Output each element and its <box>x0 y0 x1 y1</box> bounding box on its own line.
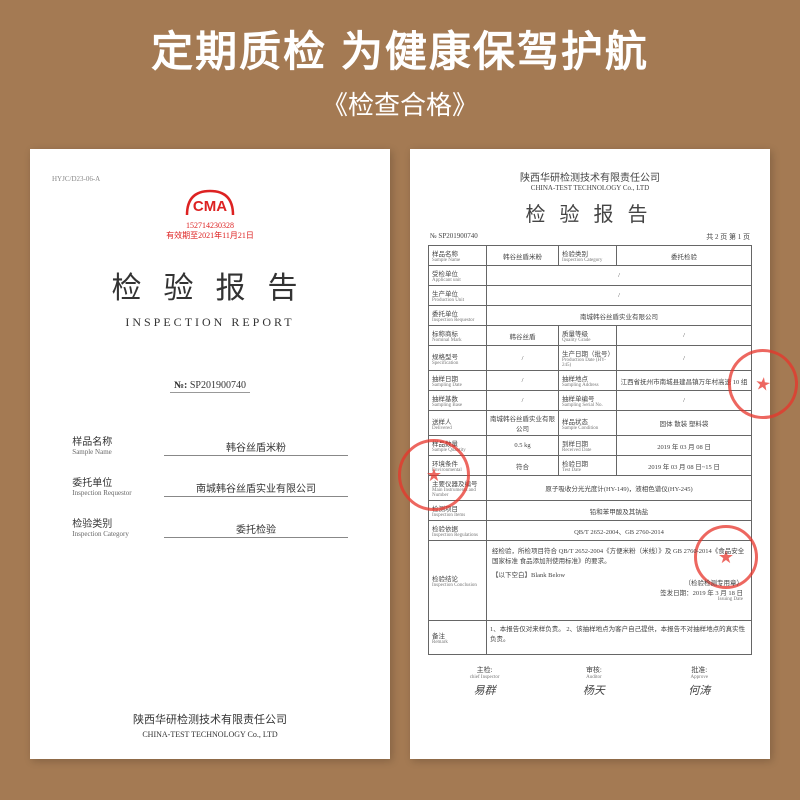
conclusion-label: 检验结论 Inspection Conclusion <box>429 541 487 621</box>
no-value: SP201900740 <box>190 380 246 391</box>
detail-no: № SP201900740 <box>430 232 478 242</box>
report-detail: 陕西华研检测技术有限责任公司 CHINA-TEST TECHNOLOGY Co.… <box>410 149 770 759</box>
detail-title: 检验报告 <box>428 198 752 227</box>
sample-row: 委托单位Inspection Requestor南城韩谷丝盾实业有限公司 <box>72 474 347 497</box>
table-row: 规格型号Specification/生产日期（批号）Production Dat… <box>429 346 752 371</box>
company-cn: 陕西华研检测技术有限责任公司 <box>428 169 752 184</box>
stamp-icon <box>398 439 470 511</box>
cma-logo: CMA <box>185 187 235 219</box>
report-number: №: SP201900740 <box>170 380 250 393</box>
table-row: 标称商标Nominal Mark韩谷丝盾质量等级Quality Grade/ <box>429 326 752 346</box>
table-row: 检测项目Inspection Items铅和苯甲酸及其钠盐 <box>429 501 752 521</box>
table-row: 抽样日期Sampling Date/抽样地点Sampling Address江西… <box>429 371 752 391</box>
table-row: 主要仪器及编号Main Instruments and Number原子吸收分光… <box>429 476 752 501</box>
table-row: 环境条件Environmental符合检验日期Test Date2019 年 0… <box>429 456 752 476</box>
table-row: 样品数量Sample Quantity0.5 kg到样日期Received Da… <box>429 436 752 456</box>
report-title-cn: 检验报告 <box>101 263 320 307</box>
detail-table: 样品名称Sample Name韩谷丝盾米粉检验类别Inspection Cate… <box>428 245 752 655</box>
sample-row: 样品名称Sample Name韩谷丝盾米粉 <box>72 433 347 456</box>
svg-text:CMA: CMA <box>193 198 227 215</box>
documents-row: HYJC/D23-06-A CMA 152714230328 有效期至2021年… <box>0 134 800 789</box>
table-row: 受检单位Applicant unit/ <box>429 266 752 286</box>
detail-header: 陕西华研检测技术有限责任公司 CHINA-TEST TECHNOLOGY Co.… <box>428 169 752 227</box>
signature: 批准:Approve何涛 <box>688 665 710 698</box>
detail-subhead: № SP201900740 共 2 页 第 1 页 <box>430 232 750 242</box>
no-label: №: <box>174 380 187 391</box>
table-row: 生产单位Production Unit/ <box>429 286 752 306</box>
header-main: 定期质检 为健康保驾护航 <box>0 18 800 79</box>
report-title-en: INSPECTION REPORT <box>125 315 294 330</box>
footer-company-cn: 陕西华研检测技术有限责任公司 <box>133 711 287 727</box>
header-sub: 《检查合格》 <box>0 85 800 122</box>
table-row: 送样人Delivered南城韩谷丝盾实业有限公司样品状态Sample Condi… <box>429 411 752 436</box>
company-en: CHINA-TEST TECHNOLOGY Co., LTD <box>428 184 752 192</box>
signature: 审核:Auditor杨天 <box>583 665 605 698</box>
cma-expire: 有效期至2021年11月21日 <box>166 230 254 241</box>
footer-company-en: CHINA-TEST TECHNOLOGY Co., LTD <box>142 730 277 739</box>
signatures: 主检:chief Inspector易群 审核:Auditor杨天 批准:Appro… <box>428 665 752 698</box>
sample-info: 样品名称Sample Name韩谷丝盾米粉委托单位Inspection Requ… <box>72 433 347 556</box>
table-row: 委托单位Inspection Requestor南城韩谷丝盾实业有限公司 <box>429 306 752 326</box>
cma-number: 152714230328 <box>186 221 234 230</box>
doc-code: HYJC/D23-06-A <box>52 175 100 183</box>
header-banner: 定期质检 为健康保驾护航 《检查合格》 <box>0 0 800 134</box>
report-cover: HYJC/D23-06-A CMA 152714230328 有效期至2021年… <box>30 149 390 759</box>
conclusion-text: 经检验，所检项目符合 QB/T 2652-2004《方便米粉（米线）》及 GB … <box>487 541 752 621</box>
detail-page: 共 2 页 第 1 页 <box>706 232 750 242</box>
remark-text: 1、本报告仅对来样负责。 2、该抽样地点为客户自己提供，本报告不对抽样地点的真实… <box>487 621 752 655</box>
table-row: 样品名称Sample Name韩谷丝盾米粉检验类别Inspection Cate… <box>429 246 752 266</box>
signature: 主检:chief Inspector易群 <box>470 665 500 698</box>
remark-label: 备注 Remark <box>429 621 487 655</box>
table-row: 抽样基数Sampling Base/抽样单编号Sampling Serial N… <box>429 391 752 411</box>
sample-row: 检验类别Inspection Category委托检验 <box>72 515 347 538</box>
